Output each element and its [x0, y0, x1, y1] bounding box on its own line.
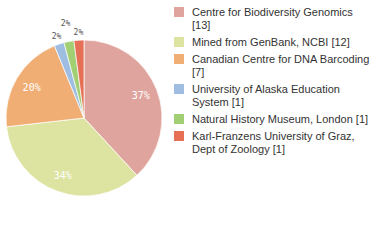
legend: Centre for Biodiversity Genomics [13] Min…: [172, 6, 372, 160]
data-label: 20%: [23, 82, 41, 93]
data-label: 37%: [132, 90, 150, 101]
legend-label: Centre for Biodiversity Genomics [13]: [192, 6, 353, 31]
legend-label: Karl-Franzens University of Graz, Dept o…: [192, 130, 355, 155]
legend-item: Mined from GenBank, NCBI [12]: [172, 36, 372, 49]
pie-slice: [7, 118, 137, 196]
legend-label: University of Alaska Education System [1…: [192, 83, 340, 108]
data-labels: 37%34%20%2%2%2%: [23, 19, 150, 180]
legend-label: Canadian Centre for DNA Barcoding [7]: [192, 53, 369, 78]
legend-label: Natural History Museum, London [1]: [192, 113, 368, 125]
slices: [6, 40, 162, 196]
legend-swatch: [174, 7, 184, 17]
legend-swatch: [174, 114, 184, 124]
legend-swatch: [174, 54, 184, 64]
legend-item: Karl-Franzens University of Graz, Dept o…: [172, 130, 372, 156]
data-label: 34%: [54, 170, 72, 181]
legend-swatch: [174, 84, 184, 94]
legend-swatch: [174, 131, 184, 141]
pie-chart: 37%34%20%2%2%2%: [0, 0, 170, 240]
legend-label: Mined from GenBank, NCBI [12]: [192, 36, 350, 48]
data-label: 2%: [61, 19, 71, 28]
pie-slice: [74, 40, 84, 118]
legend-item: Centre for Biodiversity Genomics [13]: [172, 6, 372, 32]
legend-item: Canadian Centre for DNA Barcoding [7]: [172, 53, 372, 79]
data-label: 2%: [52, 32, 62, 41]
legend-item: University of Alaska Education System [1…: [172, 83, 372, 109]
legend-swatch: [174, 37, 184, 47]
legend-item: Natural History Museum, London [1]: [172, 113, 372, 126]
data-label: 2%: [74, 28, 84, 37]
pie-slice: [64, 41, 84, 118]
